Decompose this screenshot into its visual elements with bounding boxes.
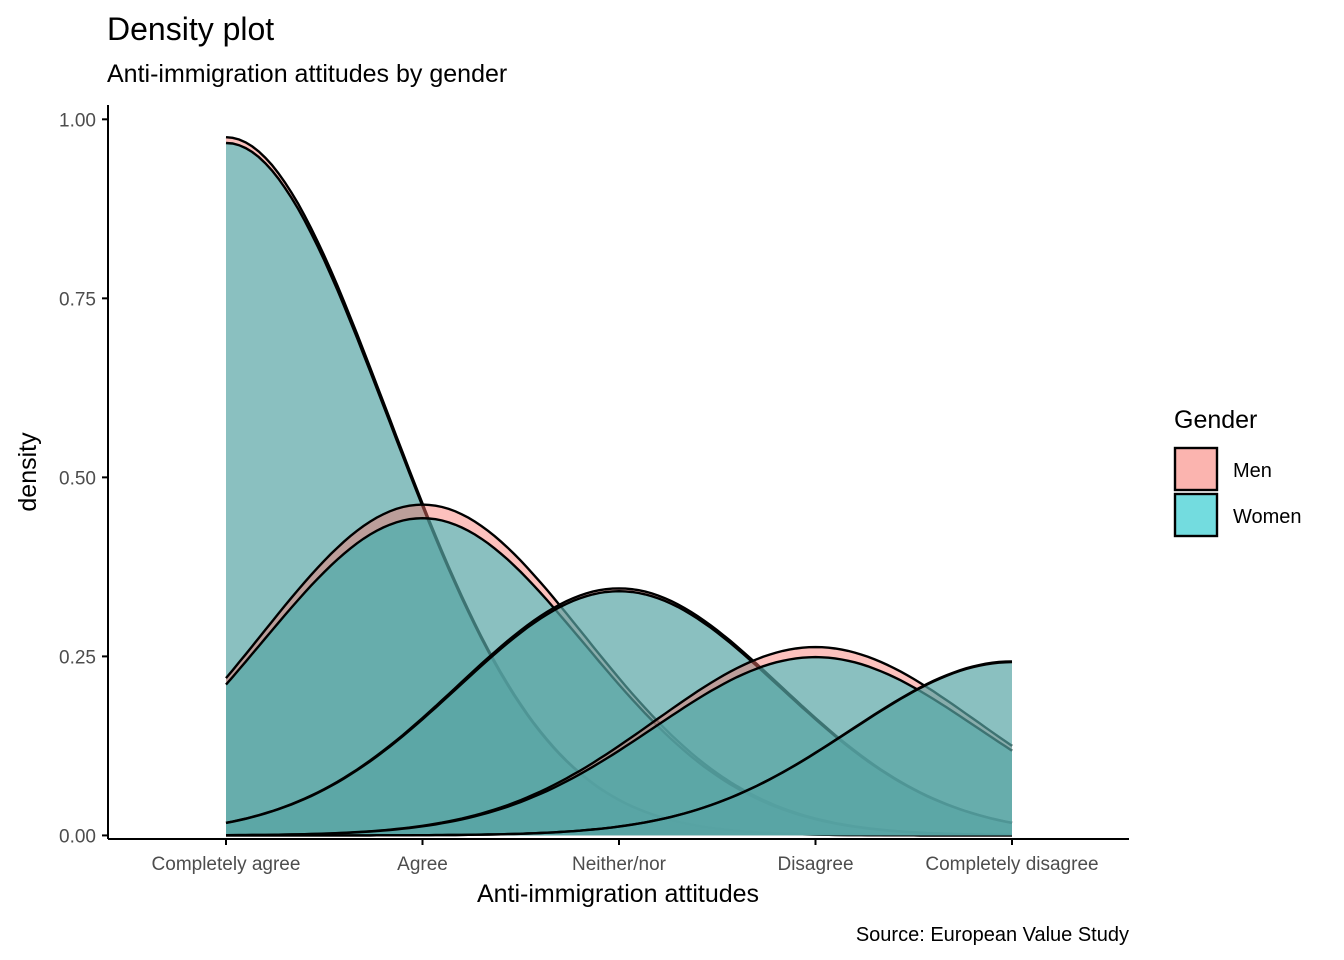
y-tick-label: 0.50 xyxy=(59,468,96,489)
density-line-women-3 xyxy=(225,589,1013,825)
x-axis-ticks: Completely agree Agree Neither/nor Disagree… xyxy=(152,839,1099,875)
density-area-men-5 xyxy=(226,661,1012,836)
x-tick-label: Agree xyxy=(397,854,448,875)
density-area-men-2 xyxy=(226,504,1012,836)
y-axis-ticks: 0.00 0.25 0.50 0.75 1.00 xyxy=(59,110,108,847)
legend-key-men xyxy=(1173,446,1219,492)
density-area-women-4 xyxy=(226,657,1012,836)
chart-subtitle: Anti-immigration attitudes by gender xyxy=(107,60,507,88)
density-area-men-4 xyxy=(226,647,1012,836)
x-tick-label: Completely disagree xyxy=(925,854,1098,875)
density-areas xyxy=(225,136,1013,837)
legend: Gender Men Women xyxy=(1173,406,1302,538)
density-line-women-1 xyxy=(225,141,1012,837)
density-area-women-5 xyxy=(226,662,1012,836)
y-axis-title: density xyxy=(14,432,42,512)
density-area-men-3 xyxy=(226,588,1012,836)
x-tick-label: Neither/nor xyxy=(572,854,667,875)
y-tick-label: 0.00 xyxy=(59,826,96,847)
x-tick-label: Disagree xyxy=(777,854,853,875)
y-tick-label: 0.75 xyxy=(59,289,96,310)
legend-label-men: Men xyxy=(1233,460,1272,482)
y-tick-label: 1.00 xyxy=(59,110,96,131)
legend-key-women xyxy=(1173,492,1219,538)
legend-title: Gender xyxy=(1174,406,1257,434)
density-area-women-1 xyxy=(226,143,1012,836)
density-area-women-2 xyxy=(226,518,1012,836)
density-line-women-4 xyxy=(226,655,1013,837)
density-area-men-1 xyxy=(226,137,1012,836)
x-axis-title: Anti-immigration attitudes xyxy=(477,880,759,908)
chart-caption: Source: European Value Study xyxy=(856,924,1129,946)
density-line-women-2 xyxy=(225,516,1012,837)
chart-title: Density plot xyxy=(107,11,274,47)
x-tick-label: Completely agree xyxy=(152,854,301,875)
y-tick-label: 0.25 xyxy=(59,647,96,668)
density-area-women-3 xyxy=(226,591,1012,836)
legend-label-women: Women xyxy=(1233,506,1302,528)
density-line-women-5 xyxy=(226,660,1013,837)
